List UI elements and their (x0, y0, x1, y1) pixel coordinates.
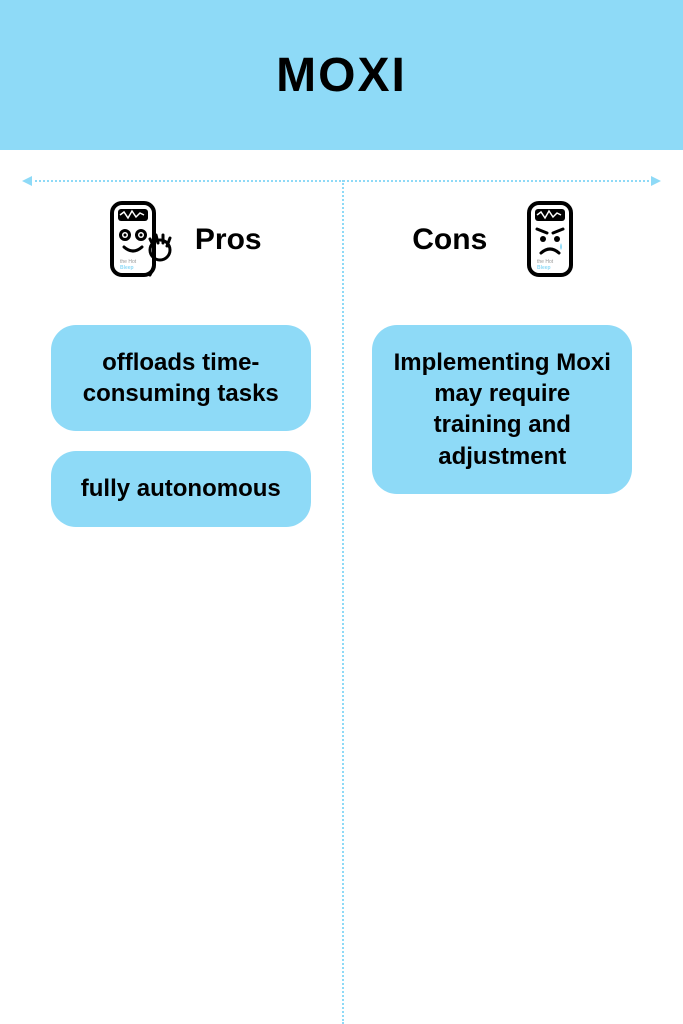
pros-card: fully autonomous (51, 451, 311, 526)
pros-header: the Hot Bleep Pros (40, 195, 322, 285)
pros-card: offloads time-consuming tasks (51, 325, 311, 431)
vertical-divider (342, 180, 344, 1024)
pros-column: the Hot Bleep Pros offloads time-consumi… (20, 195, 342, 994)
happy-device-icon: the Hot Bleep (100, 195, 180, 285)
cons-title: Cons (412, 223, 487, 257)
pros-card-text: offloads time-consuming tasks (71, 347, 291, 409)
page-title: MOXI (276, 48, 407, 103)
svg-text:Bleep: Bleep (537, 265, 551, 271)
cons-card-text: Implementing Moxi may require training a… (392, 347, 612, 472)
sad-device-icon: the Hot Bleep (512, 195, 592, 285)
cons-card: Implementing Moxi may require training a… (372, 325, 632, 494)
arrow-right-icon (651, 176, 661, 186)
content-area: the Hot Bleep Pros offloads time-consumi… (0, 150, 683, 1024)
header-banner: MOXI (0, 0, 683, 150)
cons-column: Cons (342, 195, 664, 994)
cons-header: Cons (362, 195, 644, 285)
arrow-left-icon (22, 176, 32, 186)
pros-card-text: fully autonomous (71, 473, 291, 504)
pros-title: Pros (195, 223, 262, 257)
svg-text:Bleep: Bleep (120, 265, 134, 271)
